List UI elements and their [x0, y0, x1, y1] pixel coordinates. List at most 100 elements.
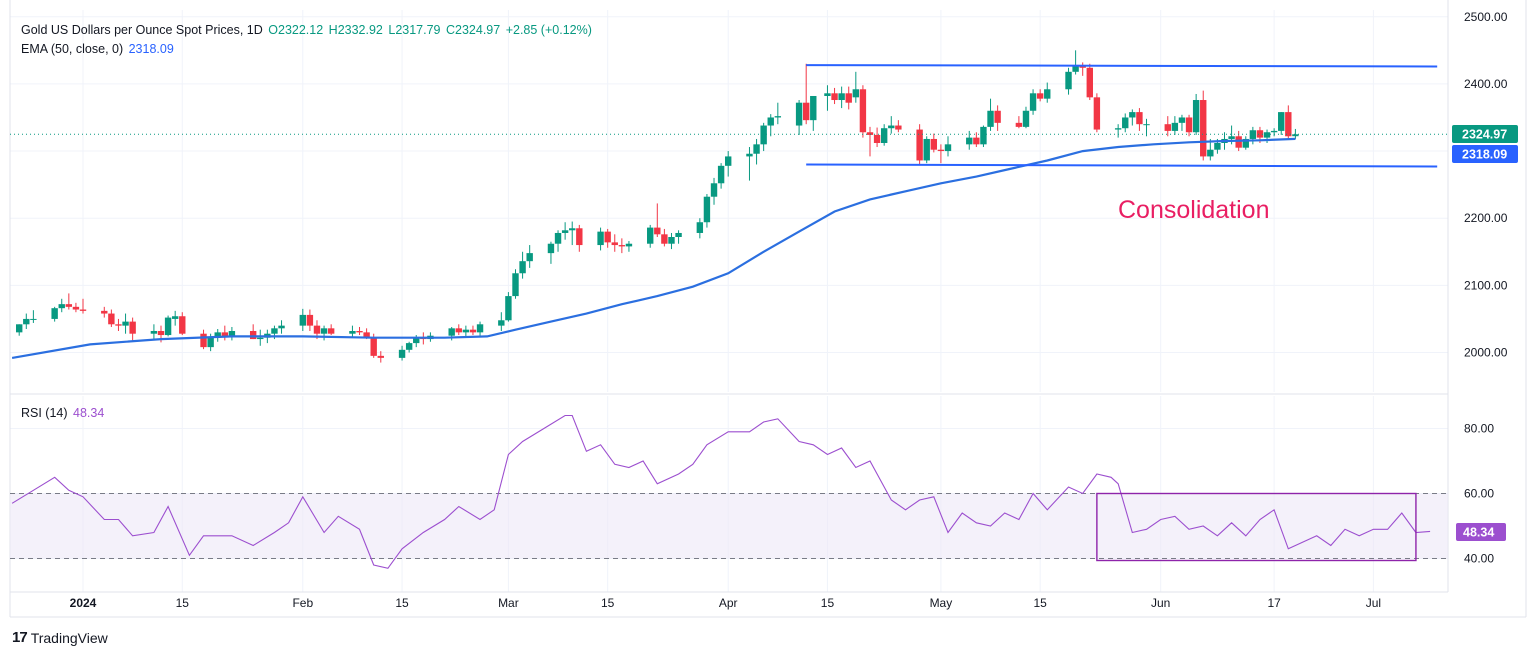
price-tick-label: 2200.00 — [1464, 211, 1508, 225]
candle-body — [278, 325, 285, 329]
candle-body — [923, 138, 930, 161]
candle — [228, 326, 236, 341]
candle-body — [157, 331, 165, 336]
candle-body — [1136, 112, 1143, 125]
candle-body — [1022, 110, 1030, 127]
candle — [1022, 106, 1030, 129]
candle — [462, 325, 470, 337]
price-tick-label: 2500.00 — [1464, 10, 1508, 24]
candle — [930, 133, 938, 153]
tradingview-watermark[interactable]: 17 TradingView — [12, 629, 108, 646]
candle-body — [746, 153, 753, 157]
candle — [618, 238, 626, 254]
candle-body — [101, 310, 108, 314]
time-tick-label: 15 — [1033, 596, 1047, 610]
candle — [1164, 116, 1171, 137]
candle — [916, 124, 923, 165]
time-tick-label: Apr — [719, 596, 738, 610]
candle-body — [200, 333, 207, 348]
candle-body — [1129, 112, 1136, 118]
candle-body — [1292, 134, 1299, 137]
time-tick-label: Mar — [498, 596, 519, 610]
candle — [278, 320, 285, 334]
price-axis[interactable]: 2000.002100.002200.002300.002400.002500.… — [1464, 10, 1508, 360]
candle — [831, 87, 838, 105]
candle — [51, 306, 58, 322]
candle-body — [526, 253, 533, 262]
candle-body — [469, 329, 477, 333]
candle-body — [370, 337, 377, 356]
candle-body — [866, 132, 874, 135]
candle — [150, 324, 158, 340]
candle — [569, 221, 576, 246]
candle — [1270, 128, 1278, 137]
candle — [944, 136, 952, 157]
candle — [973, 132, 980, 148]
time-tick-label: Jul — [1366, 596, 1381, 610]
candle-body — [214, 332, 221, 338]
candle-body — [1114, 128, 1122, 130]
legend-close: C2324.97 — [446, 23, 501, 37]
candle — [625, 241, 633, 252]
candle — [654, 203, 661, 238]
candle-body — [1086, 67, 1093, 98]
candle — [23, 313, 30, 329]
candle — [498, 312, 505, 332]
time-tick-label: 17 — [1267, 596, 1281, 610]
candle — [696, 218, 704, 239]
candle-body — [852, 89, 860, 98]
candle-body — [129, 321, 136, 334]
candle — [1136, 108, 1143, 131]
candle — [576, 224, 583, 252]
candle-body — [696, 222, 704, 233]
candle — [1242, 136, 1249, 150]
candle — [1015, 116, 1023, 129]
candle-body — [16, 324, 23, 333]
candle-body — [767, 117, 774, 126]
candle — [966, 130, 973, 150]
candle-body — [661, 234, 668, 244]
candle-body — [58, 304, 65, 309]
candle — [512, 269, 519, 299]
candle-body — [654, 227, 661, 235]
candle — [16, 324, 23, 336]
candle — [880, 124, 888, 146]
channel-support-line — [806, 163, 1438, 168]
candle-body — [476, 324, 484, 333]
candle-body — [519, 261, 526, 274]
candle-body — [363, 332, 370, 338]
candle-body — [1036, 93, 1044, 99]
legend-symbol[interactable]: Gold US Dollars per Ounce Spot Prices, 1… — [21, 23, 263, 37]
candle — [824, 85, 831, 111]
candle-body — [1200, 100, 1207, 157]
candle-body — [72, 306, 80, 310]
rsi-axis[interactable]: 40.00 60.00 80.00 — [1464, 422, 1494, 566]
candle-body — [717, 165, 725, 184]
candles — [16, 50, 1299, 363]
candle-body — [299, 314, 306, 326]
rsi-legend: RSI (14) 48.34 — [21, 406, 106, 420]
time-axis[interactable]: 2024 15 Feb 15 Mar 15 Apr 15 May 15 Jun 17 Jul — [70, 596, 1381, 610]
candle — [349, 325, 356, 338]
channel-lines — [806, 64, 1438, 168]
candle — [760, 122, 767, 152]
candle — [611, 234, 618, 252]
candle-body — [320, 328, 328, 334]
ema-legend-label[interactable]: EMA (50, close, 0) — [21, 42, 124, 56]
price-tick-label: 2400.00 — [1464, 77, 1508, 91]
candle-body — [597, 231, 604, 246]
legend-open: O2322.12 — [268, 23, 324, 37]
candle-body — [554, 232, 562, 244]
candle-body — [271, 328, 278, 334]
candle — [200, 329, 207, 350]
candle-body — [498, 320, 505, 326]
legend-high: H2332.92 — [328, 23, 383, 37]
candle — [377, 351, 384, 363]
candle-body — [547, 243, 555, 254]
candle-body — [108, 313, 115, 325]
candle-body — [831, 93, 838, 101]
candle-body — [448, 328, 455, 336]
candle — [852, 71, 860, 103]
rsi-legend-label[interactable]: RSI (14) — [21, 406, 68, 420]
candle — [476, 321, 484, 337]
